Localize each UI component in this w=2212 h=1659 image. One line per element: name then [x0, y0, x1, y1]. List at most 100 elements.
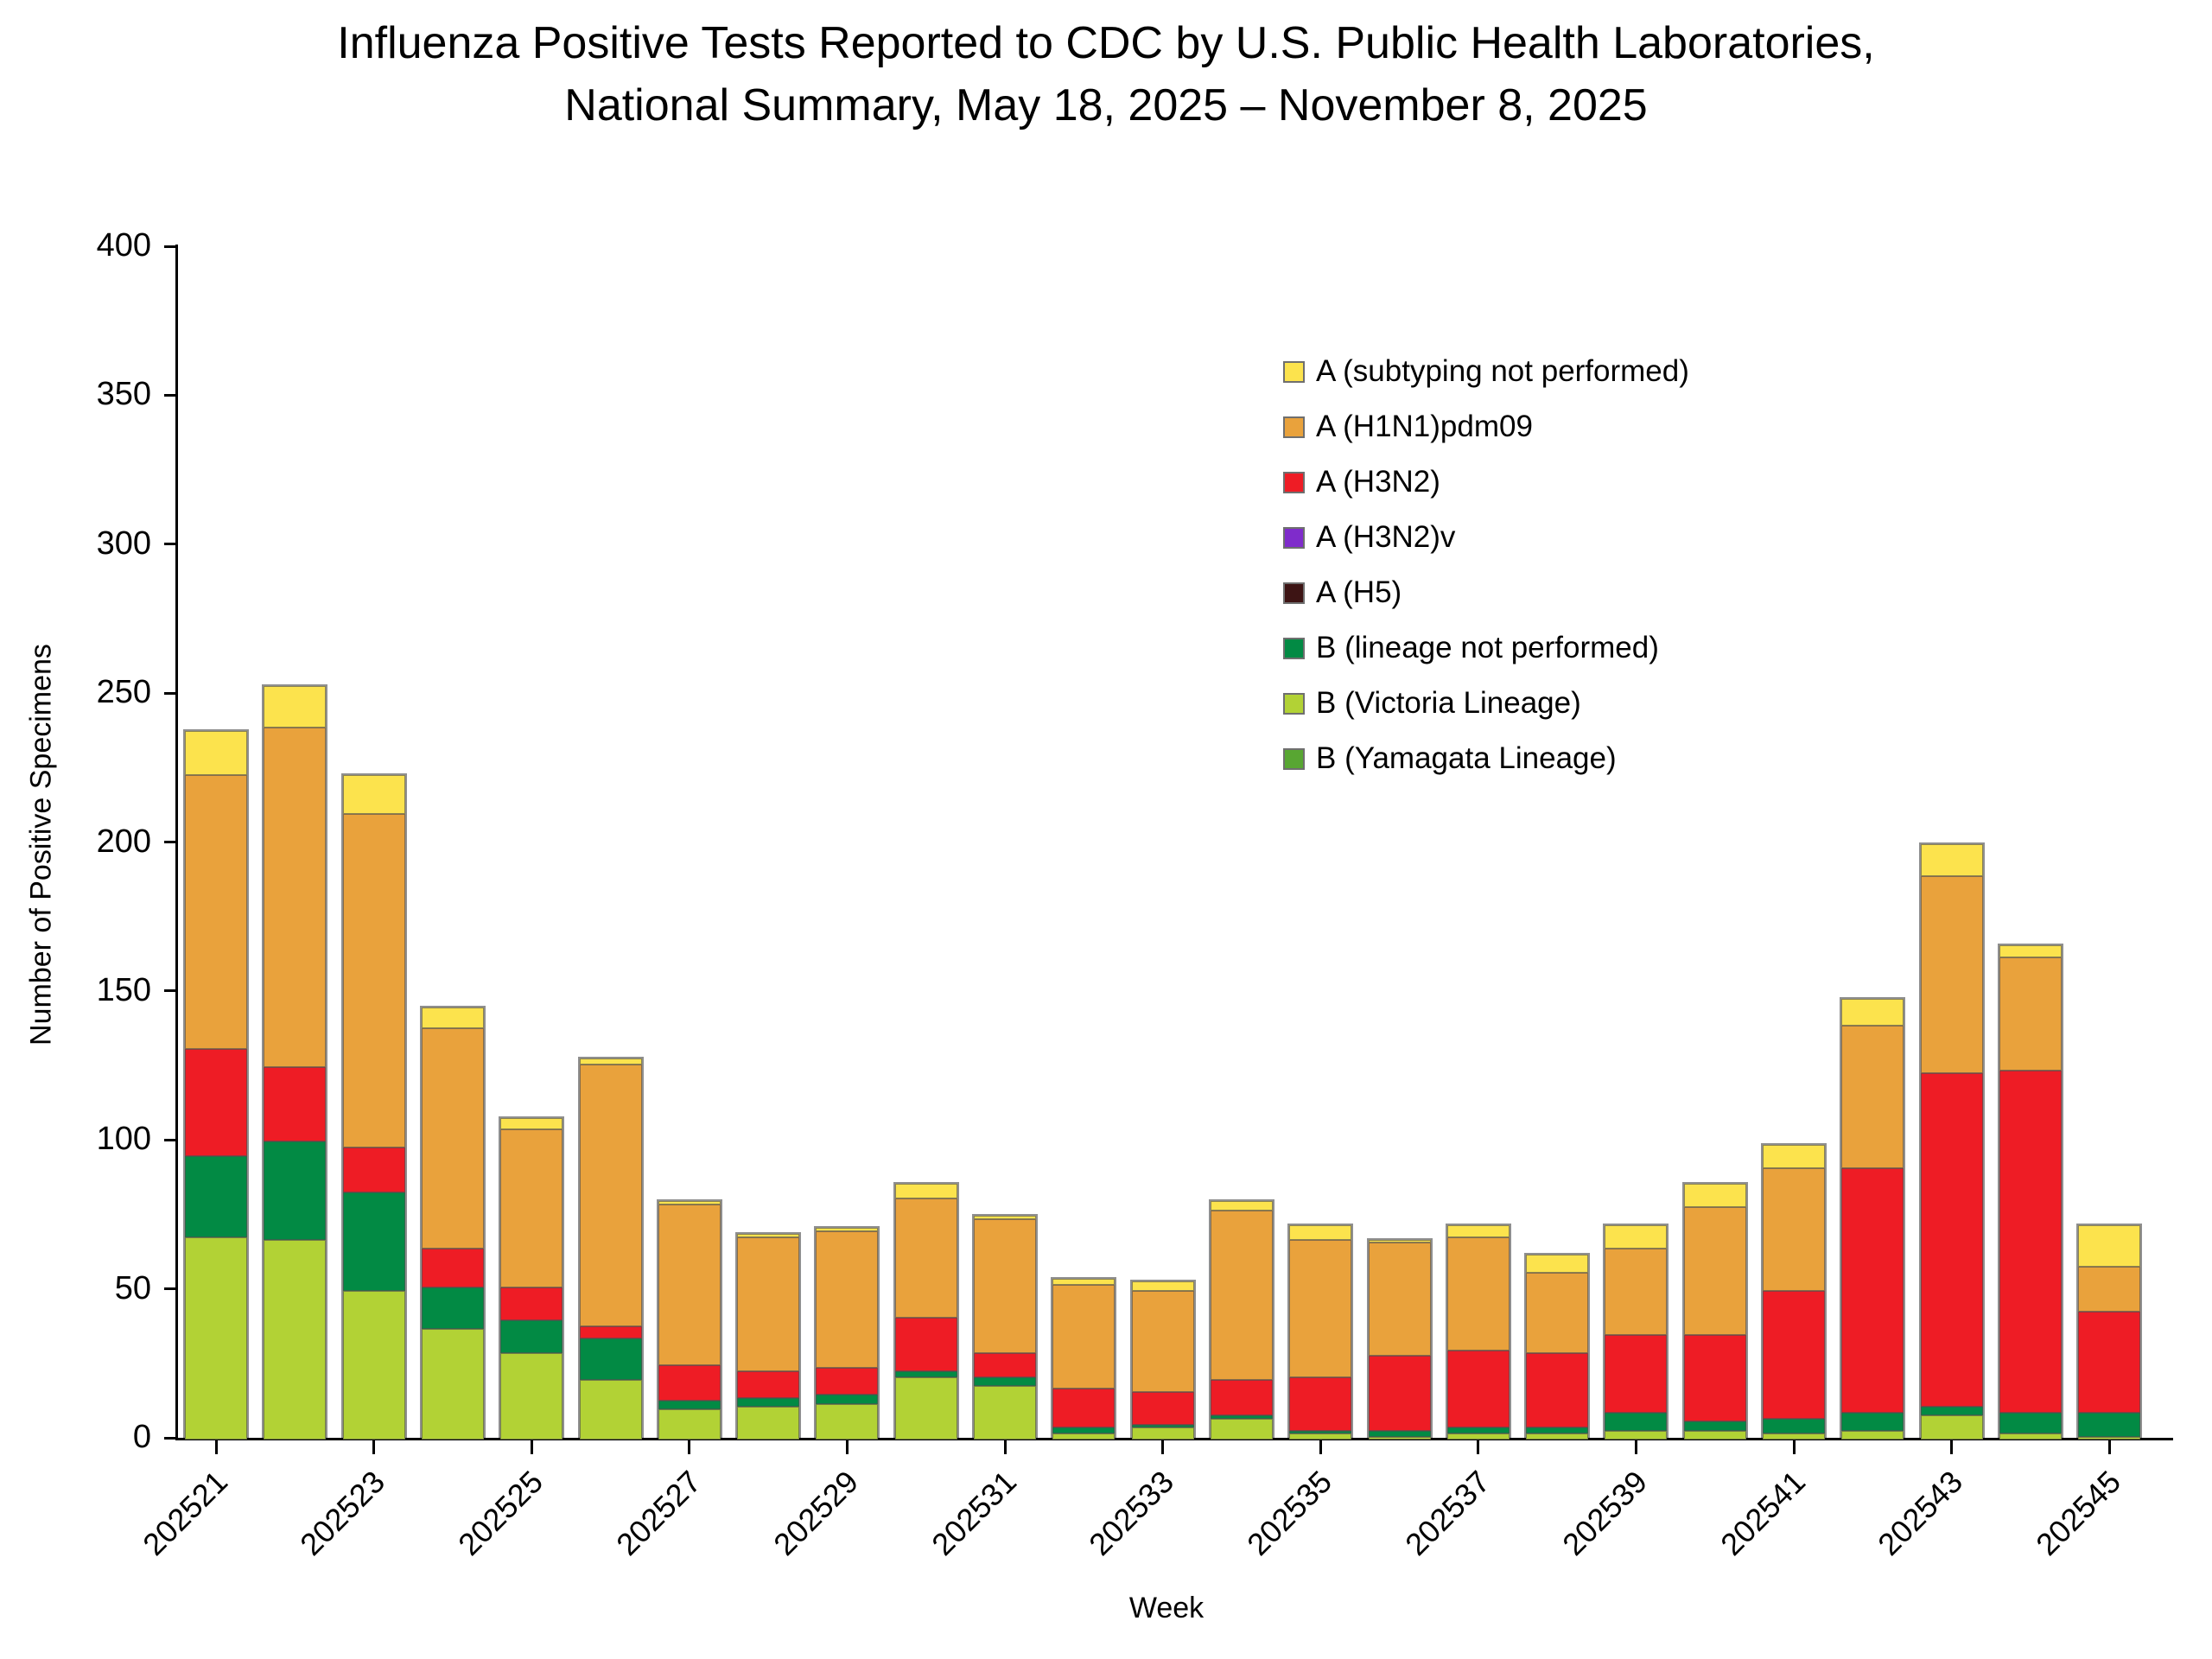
bar-week-202542: [1840, 996, 1906, 1440]
legend-swatch-icon: [1283, 526, 1305, 549]
legend-item: A (H1N1)pdm09: [1283, 399, 1689, 454]
y-tick-mark: [164, 989, 177, 993]
legend-swatch-icon: [1283, 360, 1305, 383]
bar-segment: [264, 728, 327, 1068]
bar-segment: [1052, 1284, 1116, 1389]
x-tick-mark: [2107, 1440, 2111, 1454]
y-tick-label: 100: [96, 1121, 151, 1158]
bar-segment: [1131, 1427, 1194, 1440]
bar-week-202530: [893, 1181, 959, 1440]
bar-segment: [1683, 1183, 1746, 1208]
x-tick-mark: [1477, 1440, 1480, 1454]
x-tick-label: 202525: [451, 1464, 550, 1562]
bar-segment: [1131, 1290, 1194, 1392]
chart-title: Influenza Positive Tests Reported to CDC…: [0, 12, 2212, 137]
bar-segment: [1289, 1430, 1352, 1434]
x-tick-label: 202535: [1240, 1464, 1339, 1562]
legend-swatch-icon: [1283, 582, 1305, 604]
bar-segment: [1605, 1249, 1668, 1336]
bar-segment: [421, 1028, 484, 1249]
bar-segment: [264, 1141, 327, 1240]
bar-segment: [1841, 1430, 1904, 1440]
x-tick-label: 202533: [1082, 1464, 1181, 1562]
y-tick-mark: [164, 245, 177, 248]
y-tick-mark: [164, 841, 177, 843]
bar-segment: [342, 1147, 405, 1192]
y-tick-label: 250: [96, 674, 151, 711]
bar-week-202543: [1918, 842, 1985, 1440]
bar-segment: [816, 1230, 879, 1369]
bar-segment: [185, 1156, 247, 1237]
bar-week-202536: [1366, 1238, 1433, 1440]
legend-label: B (lineage not performed): [1316, 631, 1659, 664]
bar-segment: [1131, 1424, 1194, 1428]
bar-segment: [1210, 1380, 1273, 1416]
x-tick-label: 202531: [925, 1464, 1023, 1562]
bar-segment: [658, 1201, 721, 1205]
bar-segment: [1763, 1433, 1825, 1440]
bar-week-202527: [656, 1199, 722, 1440]
x-tick-mark: [1792, 1440, 1796, 1454]
bar-segment: [264, 1240, 327, 1440]
bar-segment: [1841, 1168, 1904, 1413]
legend-label: B (Yamagata Lineage): [1316, 741, 1617, 775]
y-tick-mark: [164, 1138, 177, 1141]
x-tick-label: 202539: [1555, 1464, 1655, 1562]
x-tick-mark: [1319, 1440, 1322, 1454]
x-tick-label: 202523: [293, 1464, 392, 1562]
bar-week-202538: [1524, 1253, 1591, 1440]
legend-item: B (lineage not performed): [1283, 620, 1689, 676]
bar-week-202525: [499, 1116, 565, 1440]
bar-segment: [1999, 944, 2062, 957]
bar-week-202532: [1051, 1276, 1117, 1440]
bar-segment: [1841, 998, 1904, 1026]
bar-segment: [1763, 1290, 1825, 1419]
bar-segment: [1446, 1224, 1510, 1237]
bar-segment: [264, 1067, 327, 1142]
bar-segment: [1605, 1335, 1668, 1413]
bar-segment: [816, 1368, 879, 1395]
bar-segment: [1526, 1353, 1589, 1428]
bar-segment: [1526, 1272, 1589, 1354]
bar-segment: [737, 1370, 800, 1398]
bar-week-202524: [419, 1006, 486, 1440]
x-tick-label: 202521: [136, 1464, 234, 1562]
y-tick-mark: [164, 543, 177, 546]
bar-segment: [974, 1218, 1036, 1353]
bar-week-202539: [1603, 1223, 1669, 1440]
bar-segment: [185, 775, 247, 1050]
bar-segment: [1763, 1418, 1825, 1434]
x-axis-title: Week: [1128, 1592, 1205, 1624]
bar-segment: [342, 1290, 405, 1440]
legend: A (subtyping not performed) A (H1N1)pdm09…: [1283, 344, 1689, 786]
bar-segment: [658, 1401, 721, 1410]
legend-item: A (H3N2): [1283, 454, 1689, 510]
x-tick-label: 202527: [608, 1464, 708, 1562]
bar-segment: [1131, 1391, 1194, 1425]
x-tick-mark: [845, 1440, 849, 1454]
bar-segment: [1526, 1255, 1589, 1273]
bar-segment: [421, 1249, 484, 1288]
bar-segment: [1210, 1210, 1273, 1381]
bar-segment: [1526, 1427, 1589, 1434]
bar-segment: [1999, 1412, 2062, 1434]
bar-segment: [1605, 1412, 1668, 1431]
bar-segment: [1999, 1070, 2062, 1413]
bar-week-202531: [972, 1214, 1038, 1440]
legend-label: A (subtyping not performed): [1316, 354, 1689, 388]
legend-item: A (H5): [1283, 565, 1689, 620]
bar-segment: [342, 1192, 405, 1291]
bar-segment: [2078, 1311, 2141, 1413]
bar-week-202545: [2076, 1223, 2143, 1440]
bar-segment: [1841, 1412, 1904, 1431]
bar-segment: [185, 730, 247, 776]
bar-week-202534: [1208, 1199, 1274, 1440]
bar-segment: [342, 775, 405, 815]
bar-segment: [816, 1403, 879, 1440]
bar-segment: [974, 1216, 1036, 1219]
bar-week-202540: [1681, 1181, 1748, 1440]
bar-week-202526: [577, 1056, 644, 1440]
bar-segment: [1289, 1224, 1352, 1241]
bar-segment: [579, 1338, 642, 1381]
